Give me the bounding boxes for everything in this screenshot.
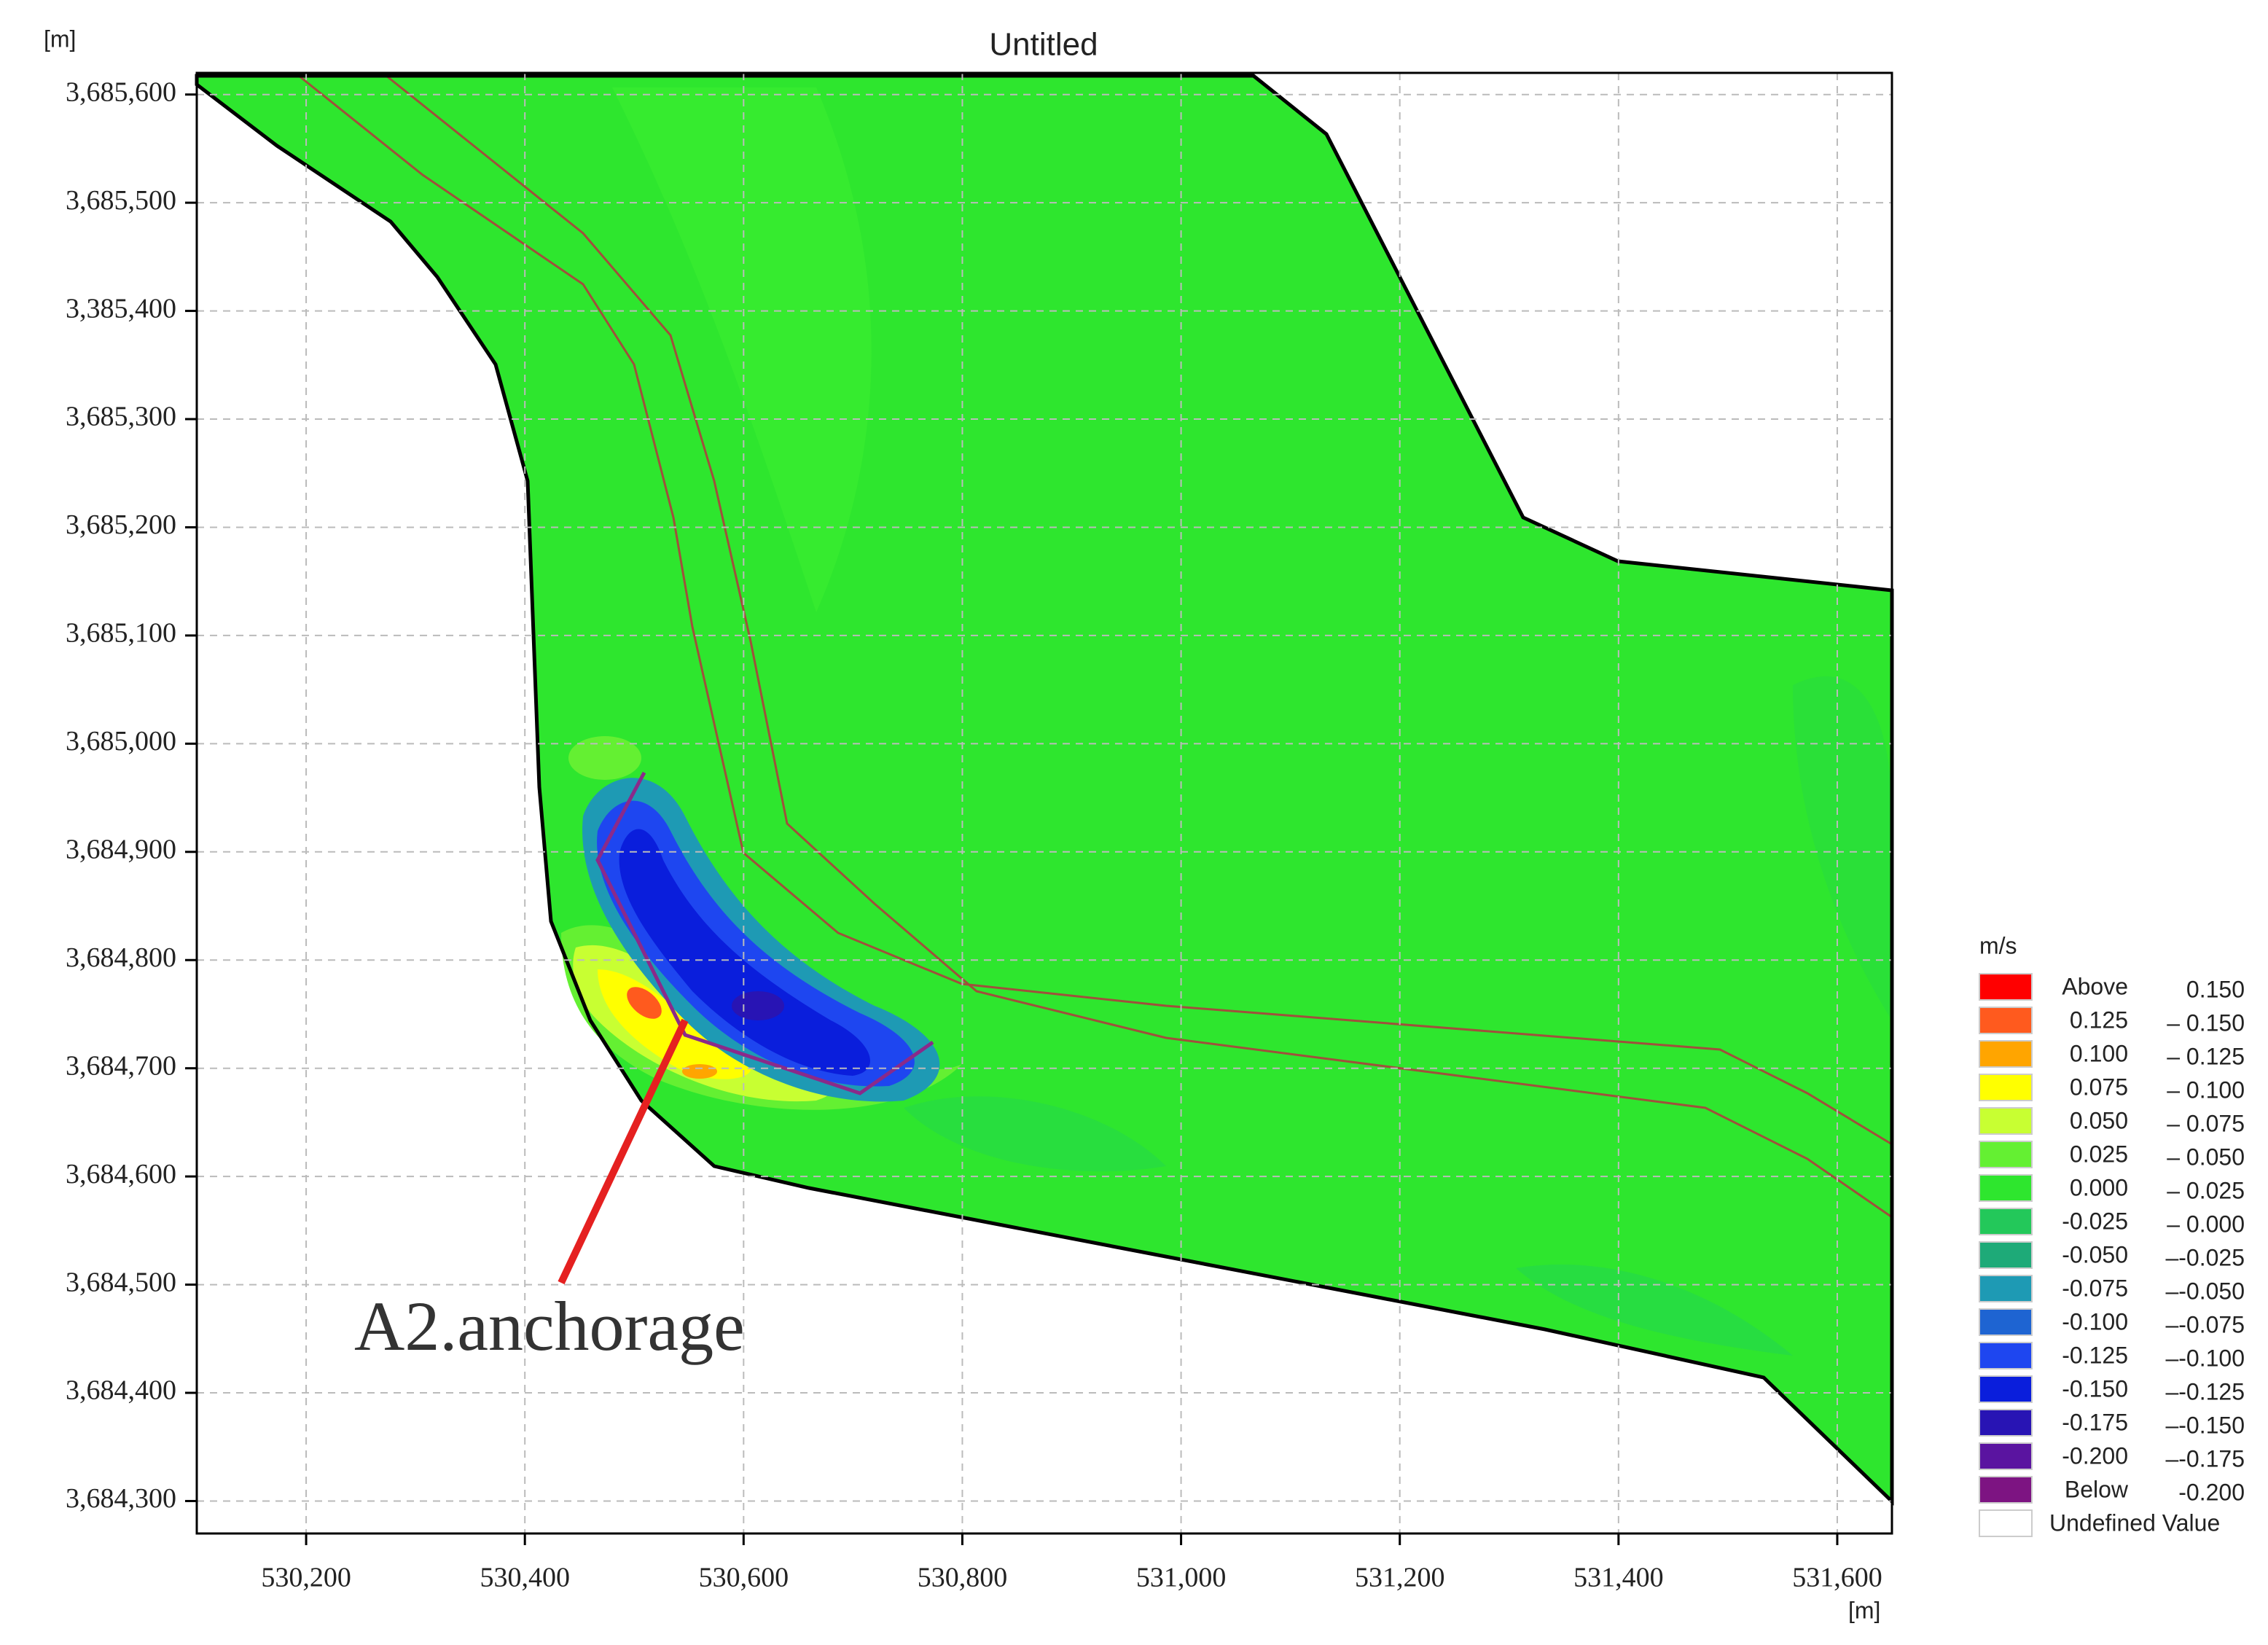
x-tick-label: 531,000	[1136, 1563, 1227, 1593]
anchorage-outline	[595, 771, 934, 1095]
chart-title: Untitled	[989, 27, 1098, 63]
legend-range: –-0.175	[2165, 1445, 2245, 1472]
x-tick-label: 531,600	[1792, 1563, 1882, 1593]
y-tick-label: 3,684,500	[66, 1267, 176, 1297]
legend-label: -0.100	[2062, 1308, 2128, 1335]
contour-field	[195, 74, 1894, 1506]
y-tick-label: 3,685,300	[66, 402, 176, 432]
legend-swatch	[1979, 1375, 2033, 1403]
legend-swatch	[1979, 1509, 2033, 1537]
contour-patch	[904, 1096, 1166, 1172]
x-tick-label: 531,400	[1573, 1563, 1664, 1593]
legend-swatch	[1979, 1409, 2033, 1437]
legend-swatch	[1979, 1074, 2033, 1101]
legend-label: -0.200	[2062, 1442, 2128, 1469]
contour-patch	[1516, 1265, 1793, 1356]
contour-patch	[682, 1064, 717, 1079]
legend-swatch	[1979, 1007, 2033, 1034]
domain-boundary	[195, 74, 1894, 1506]
legend-range: – 0.050	[2167, 1144, 2245, 1170]
legend-range: – 0.075	[2167, 1110, 2245, 1136]
legend-label: 0.025	[2070, 1141, 2128, 1167]
plot-frame	[195, 71, 1893, 1535]
y-tick-label: 3,684,600	[66, 1159, 176, 1189]
legend-label: 0.000	[2070, 1174, 2128, 1200]
legend-swatch	[1979, 1308, 2033, 1336]
contour-patch	[1793, 676, 1892, 1020]
legend-swatch	[1979, 1241, 2033, 1269]
annotation: A2.anchorage	[354, 1287, 745, 1365]
legend-range: – 0.125	[2167, 1043, 2245, 1069]
legend-label: Above	[2062, 973, 2128, 999]
y-tick-label: 3,684,900	[66, 835, 176, 865]
legend-range: -0.200	[2178, 1479, 2245, 1505]
contour-patch	[568, 736, 641, 780]
legend-label: -0.125	[2062, 1342, 2128, 1368]
contour-patch	[627, 987, 662, 1019]
domain	[197, 76, 1892, 1501]
legend-label: 0.075	[2070, 1074, 2128, 1100]
x-tick-label: 530,800	[918, 1563, 1008, 1593]
y-tick-label: 3,685,100	[66, 618, 176, 649]
y-tick-label: 3,685,600	[66, 77, 176, 107]
contour-patch	[619, 829, 870, 1076]
legend-label: Below	[2065, 1476, 2129, 1502]
annotation-arrow	[558, 1018, 689, 1285]
legend-label: 0.125	[2070, 1007, 2128, 1033]
y-tick-label: 3,685,200	[66, 509, 176, 540]
legend-swatch	[1979, 1040, 2033, 1068]
legend-label: -0.075	[2062, 1275, 2128, 1301]
channel-line	[386, 74, 1893, 1219]
legend-label: -0.175	[2062, 1409, 2128, 1435]
legend-label: -0.050	[2062, 1241, 2128, 1267]
legend-range: 0.150	[2186, 976, 2245, 1002]
legend-swatch	[1979, 1342, 2033, 1369]
legend-label: -0.150	[2062, 1375, 2128, 1402]
y-tick-label: 3,685,500	[66, 185, 176, 216]
legend-range: – 0.000	[2167, 1211, 2245, 1237]
legend-range: –-0.025	[2165, 1244, 2245, 1270]
x-tick-label: 530,600	[699, 1563, 789, 1593]
legend-range: – 0.025	[2167, 1177, 2245, 1203]
y-tick-label: 3,685,000	[66, 726, 176, 757]
legend-label: 0.100	[2070, 1040, 2128, 1066]
y-tick-label: 3,684,700	[66, 1050, 176, 1081]
legend-swatch	[1979, 1174, 2033, 1202]
legend-label: -0.025	[2062, 1208, 2128, 1234]
y-unit: [m]	[44, 26, 76, 52]
contour-patch	[597, 800, 915, 1087]
legend-swatch	[1979, 1275, 2033, 1302]
y-tick-label: 3,684,300	[66, 1483, 176, 1514]
legend-swatch	[1979, 1141, 2033, 1168]
contour-patch	[732, 991, 784, 1020]
x-unit: [m]	[1848, 1597, 1880, 1623]
legend-range: –-0.125	[2165, 1378, 2245, 1404]
grid	[197, 73, 1892, 1533]
legend-range: –-0.075	[2165, 1311, 2245, 1337]
y-tick-label: 3,684,400	[66, 1375, 176, 1406]
legend-range: –-0.050	[2165, 1278, 2245, 1304]
x-tick-label: 531,200	[1355, 1563, 1445, 1593]
legend-swatch	[1979, 1107, 2033, 1135]
legend-swatch	[1979, 1442, 2033, 1470]
x-tick-label: 530,400	[480, 1563, 570, 1593]
legend-label: 0.050	[2070, 1107, 2128, 1133]
legend-range: – 0.150	[2167, 1009, 2245, 1036]
legend-range: – 0.100	[2167, 1077, 2245, 1103]
legend-swatch	[1979, 973, 2033, 1001]
legend-swatch	[1979, 1476, 2033, 1504]
x-tick-label: 530,200	[261, 1563, 351, 1593]
legend-range: –-0.100	[2165, 1345, 2245, 1371]
legend-swatch	[1979, 1208, 2033, 1235]
legend-title: m/s	[1979, 932, 2017, 958]
y-tick-label: 3,684,800	[66, 942, 176, 973]
contour-patch	[612, 87, 872, 612]
legend-range: –-0.150	[2165, 1412, 2245, 1438]
y-tick-label: 3,385,400	[66, 293, 176, 324]
legend-label: Undefined Value	[2049, 1509, 2220, 1536]
